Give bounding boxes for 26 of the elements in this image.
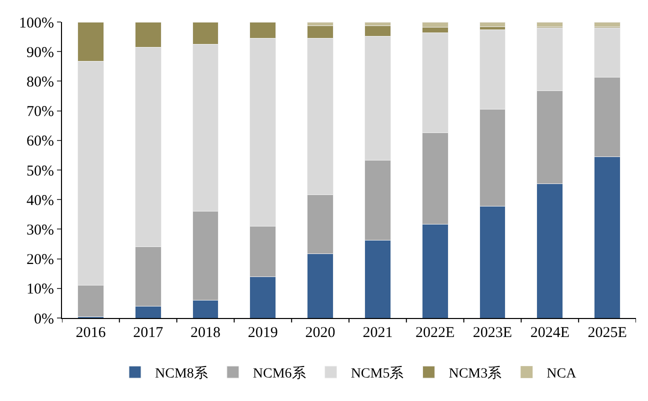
x-tick-label: 2025E — [588, 325, 627, 341]
y-tick-label: 60% — [26, 134, 54, 150]
x-tick-label: 2018 — [190, 325, 220, 341]
y-tick-label: 0% — [34, 311, 54, 328]
legend-label: NCM8系 — [155, 366, 208, 382]
x-tick-label: 2020 — [305, 325, 336, 341]
x-tick-label: 2017 — [133, 325, 164, 341]
x-tick-label: 2021 — [362, 325, 393, 341]
y-tick-label: 90% — [26, 44, 54, 61]
y-tick-label: 50% — [26, 163, 54, 180]
y-tick-label: 70% — [26, 104, 54, 120]
x-tick-label: 2016 — [76, 325, 106, 341]
legend-label: NCM3系 — [448, 366, 502, 382]
x-tick-label: 2019 — [248, 325, 278, 341]
y-tick-label: 80% — [26, 74, 54, 90]
y-tick-label: 10% — [26, 282, 54, 298]
y-tick-label: 30% — [26, 222, 54, 238]
y-tick-label: 40% — [26, 192, 54, 209]
legend-label: NCM5系 — [350, 366, 404, 382]
y-tick-label: 100% — [19, 15, 54, 32]
x-tick-label: 2024E — [530, 325, 570, 341]
x-tick-label: 2023E — [472, 325, 512, 341]
legend-label: NCM6系 — [252, 366, 306, 382]
x-tick-label: 2022E — [416, 325, 455, 341]
y-tick-label: 20% — [26, 252, 54, 268]
legend-label: NCA — [546, 366, 578, 382]
